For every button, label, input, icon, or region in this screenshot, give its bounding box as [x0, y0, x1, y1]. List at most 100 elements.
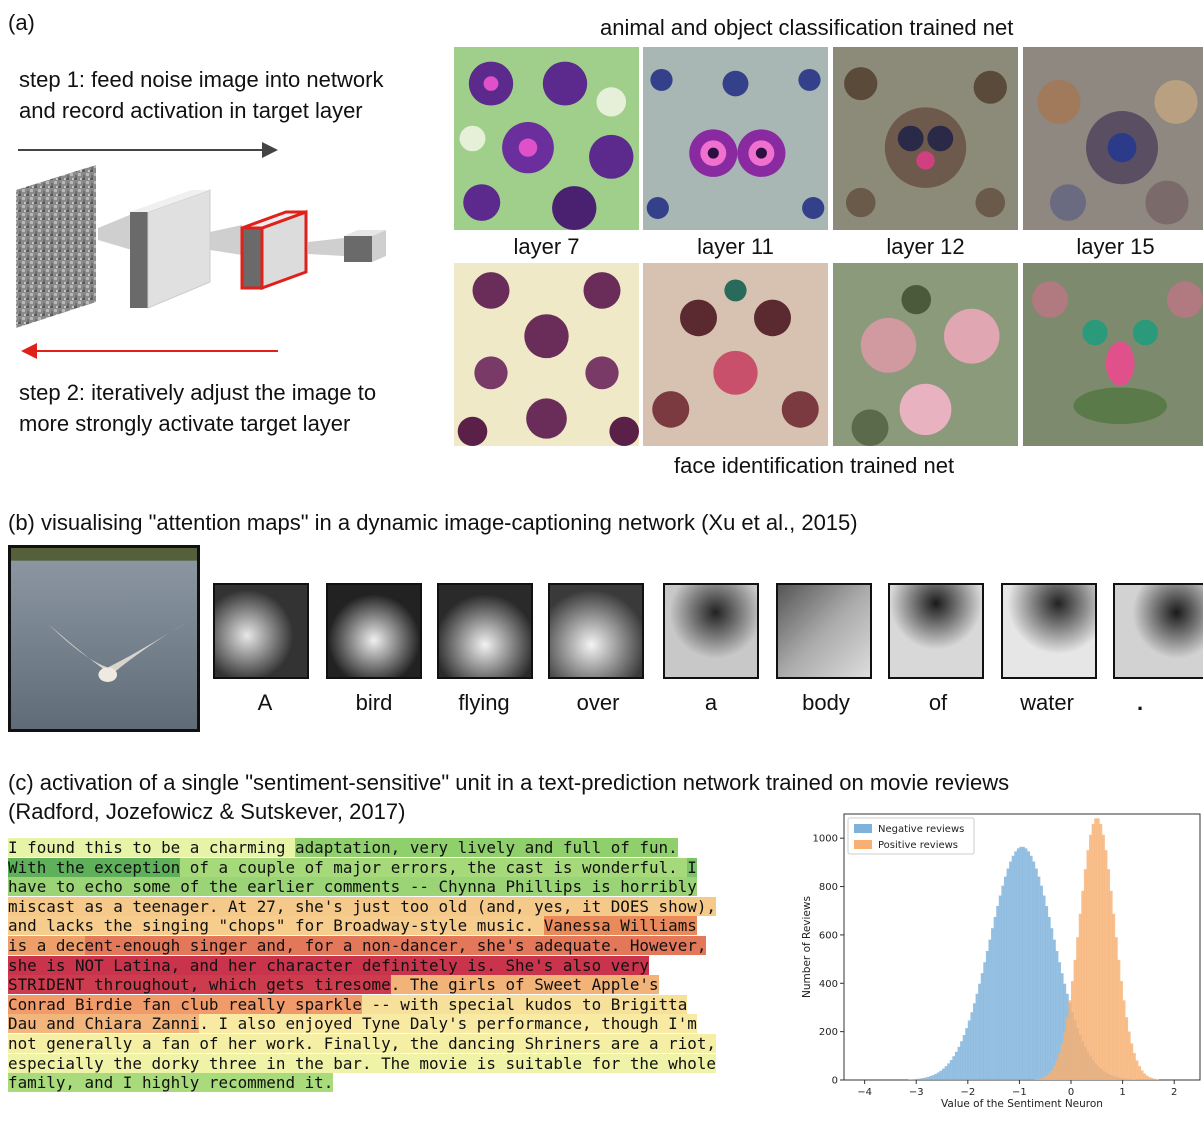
- histogram-bar-positive: [1135, 1060, 1139, 1080]
- histogram-bar-negative: [952, 1056, 956, 1080]
- histogram-bar-negative: [993, 916, 997, 1080]
- histogram-bar-negative: [965, 1028, 969, 1080]
- y-tick-label: 0: [832, 1076, 838, 1087]
- review-line: STRIDENT throughout, which gets tiresome…: [8, 975, 788, 995]
- histogram-bar-positive: [1122, 1000, 1126, 1080]
- histogram-bar-negative: [1045, 905, 1049, 1080]
- histogram-bar-negative: [991, 928, 994, 1080]
- legend-swatch: [854, 824, 872, 833]
- histogram-bar-positive: [1114, 937, 1118, 1080]
- review-segment: STRIDENT throughout, which gets tiresome: [8, 975, 391, 995]
- histogram-bar-negative: [1016, 848, 1020, 1080]
- x-axis-label: Value of the Sentiment Neuron: [941, 1098, 1103, 1107]
- review-line: miscast as a teenager. At 27, she's just…: [8, 896, 788, 917]
- histogram-bar-positive: [1076, 937, 1080, 1080]
- review-segment: . I also enjoyed Tyne Daly's performance…: [199, 1014, 697, 1034]
- dream-tile-layer12-classification: [833, 47, 1018, 230]
- layer-block-1: [130, 189, 211, 309]
- review-line: I found this to be a charming adaptation…: [8, 838, 788, 858]
- histogram-bar-negative: [911, 1079, 914, 1080]
- review-line: and lacks the singing "chops" for Broadw…: [8, 916, 788, 936]
- forward-arrow: [18, 142, 278, 158]
- caption-word-1: A: [257, 690, 273, 715]
- histogram-bar-positive: [1127, 1031, 1131, 1080]
- histogram-bar-negative: [947, 1063, 951, 1080]
- attention-map-6: [776, 583, 872, 679]
- histogram-bar-negative: [923, 1077, 927, 1080]
- step1-line2: and record activation in target layer: [19, 98, 363, 123]
- histogram-bar-negative: [1003, 876, 1007, 1080]
- histogram-bar-positive: [1055, 1060, 1059, 1080]
- histogram-bar-negative: [996, 905, 1000, 1080]
- histogram-bar-positive: [1042, 1077, 1046, 1080]
- histogram-bar-positive: [1132, 1052, 1136, 1080]
- y-tick-label: 200: [819, 1027, 838, 1038]
- legend-label: Positive reviews: [878, 840, 958, 851]
- dream-tile-layer7-face: [454, 263, 639, 446]
- layer-label-7: layer 7: [513, 234, 580, 259]
- x-tick-label: 2: [1171, 1087, 1177, 1098]
- x-tick-label: 0: [1068, 1087, 1074, 1098]
- histogram-bar-positive: [1156, 1079, 1160, 1080]
- histogram-bar-positive: [1050, 1070, 1054, 1080]
- review-segment: not generally a fan of her work. Finally…: [8, 1033, 716, 1053]
- histogram-bar-negative: [916, 1078, 920, 1080]
- network-diagram: [16, 142, 386, 359]
- histogram-bar-negative: [1032, 861, 1036, 1080]
- histogram-bar-negative: [998, 895, 1002, 1080]
- review-segment: family, and I highly recommend it.: [8, 1073, 334, 1093]
- histogram-bar-negative: [1050, 928, 1054, 1080]
- x-tick-label: −3: [909, 1087, 924, 1098]
- dream-tile-layer7-classification: [454, 47, 639, 230]
- histogram-bar-negative: [980, 973, 984, 1080]
- caption-word-3: flying: [458, 690, 510, 715]
- layer-label-11: layer 11: [697, 234, 774, 259]
- review-segment: of a couple of major errors, the cast is…: [180, 857, 688, 877]
- histogram-bar-positive: [1045, 1075, 1049, 1080]
- histogram-bar-negative: [1037, 876, 1041, 1080]
- review-segment: I: [687, 857, 697, 877]
- histogram-bar-negative: [1022, 846, 1025, 1080]
- review-line: especially the dorky three in the bar. T…: [8, 1053, 788, 1074]
- histogram-bar-negative: [978, 983, 982, 1080]
- step1-line1: step 1: feed noise image into network: [19, 67, 384, 92]
- review-segment: is a dec: [8, 935, 85, 955]
- layer-label-15: layer 15: [1076, 234, 1155, 259]
- histogram-bar-positive: [1150, 1078, 1154, 1080]
- review-segment: especially the dorky three in the bar. T…: [8, 1053, 716, 1073]
- classification-net-title: animal and object classification trained…: [600, 15, 1014, 40]
- histogram-bar-positive: [1117, 959, 1121, 1080]
- dream-tile-layer11-classification: [643, 47, 828, 230]
- dream-tile-layer15-face: [1023, 263, 1203, 446]
- y-tick-label: 1000: [813, 834, 838, 845]
- histogram-bar-positive: [1071, 981, 1074, 1080]
- x-tick-label: −1: [1012, 1087, 1027, 1098]
- histogram-bar-positive: [1091, 823, 1095, 1080]
- histogram-bar-negative: [1001, 885, 1005, 1080]
- histogram-bar-positive: [1099, 823, 1103, 1080]
- review-segment: -- with special kudos to Brigitta: [361, 994, 688, 1014]
- legend: [847, 817, 975, 855]
- histogram-bar-positive: [1058, 1052, 1061, 1080]
- y-tick-label: 800: [819, 882, 838, 893]
- attention-map-9: [1113, 583, 1203, 679]
- histogram-bar-negative: [962, 1035, 966, 1080]
- histogram-bar-positive: [1101, 834, 1105, 1080]
- review-segment: have to echo some of the earlier comment…: [8, 877, 697, 897]
- x-tick-label: −2: [960, 1087, 975, 1098]
- attention-map-8: [1001, 583, 1097, 679]
- histogram-bar-negative: [926, 1076, 930, 1080]
- histogram-bar-positive: [1052, 1066, 1056, 1080]
- histogram-bar-negative: [1040, 885, 1043, 1080]
- histogram-bar-positive: [1037, 1078, 1041, 1080]
- histogram-bar-positive: [1148, 1077, 1152, 1080]
- caption-word-6: body: [802, 690, 850, 715]
- histogram-bar-negative: [944, 1066, 948, 1080]
- histogram-bar-negative: [983, 962, 987, 1080]
- histogram-bar-negative: [975, 993, 979, 1080]
- panel-c-title-line1: (c) activation of a single "sentiment-se…: [8, 770, 1010, 795]
- histogram-bar-positive: [1089, 834, 1092, 1080]
- review-segment: ent-enough singer and, for a non-dancer,…: [84, 935, 707, 955]
- review-line: Conrad Birdie fan club really sparkle --…: [8, 994, 788, 1015]
- caption-word-8: water: [1020, 690, 1074, 715]
